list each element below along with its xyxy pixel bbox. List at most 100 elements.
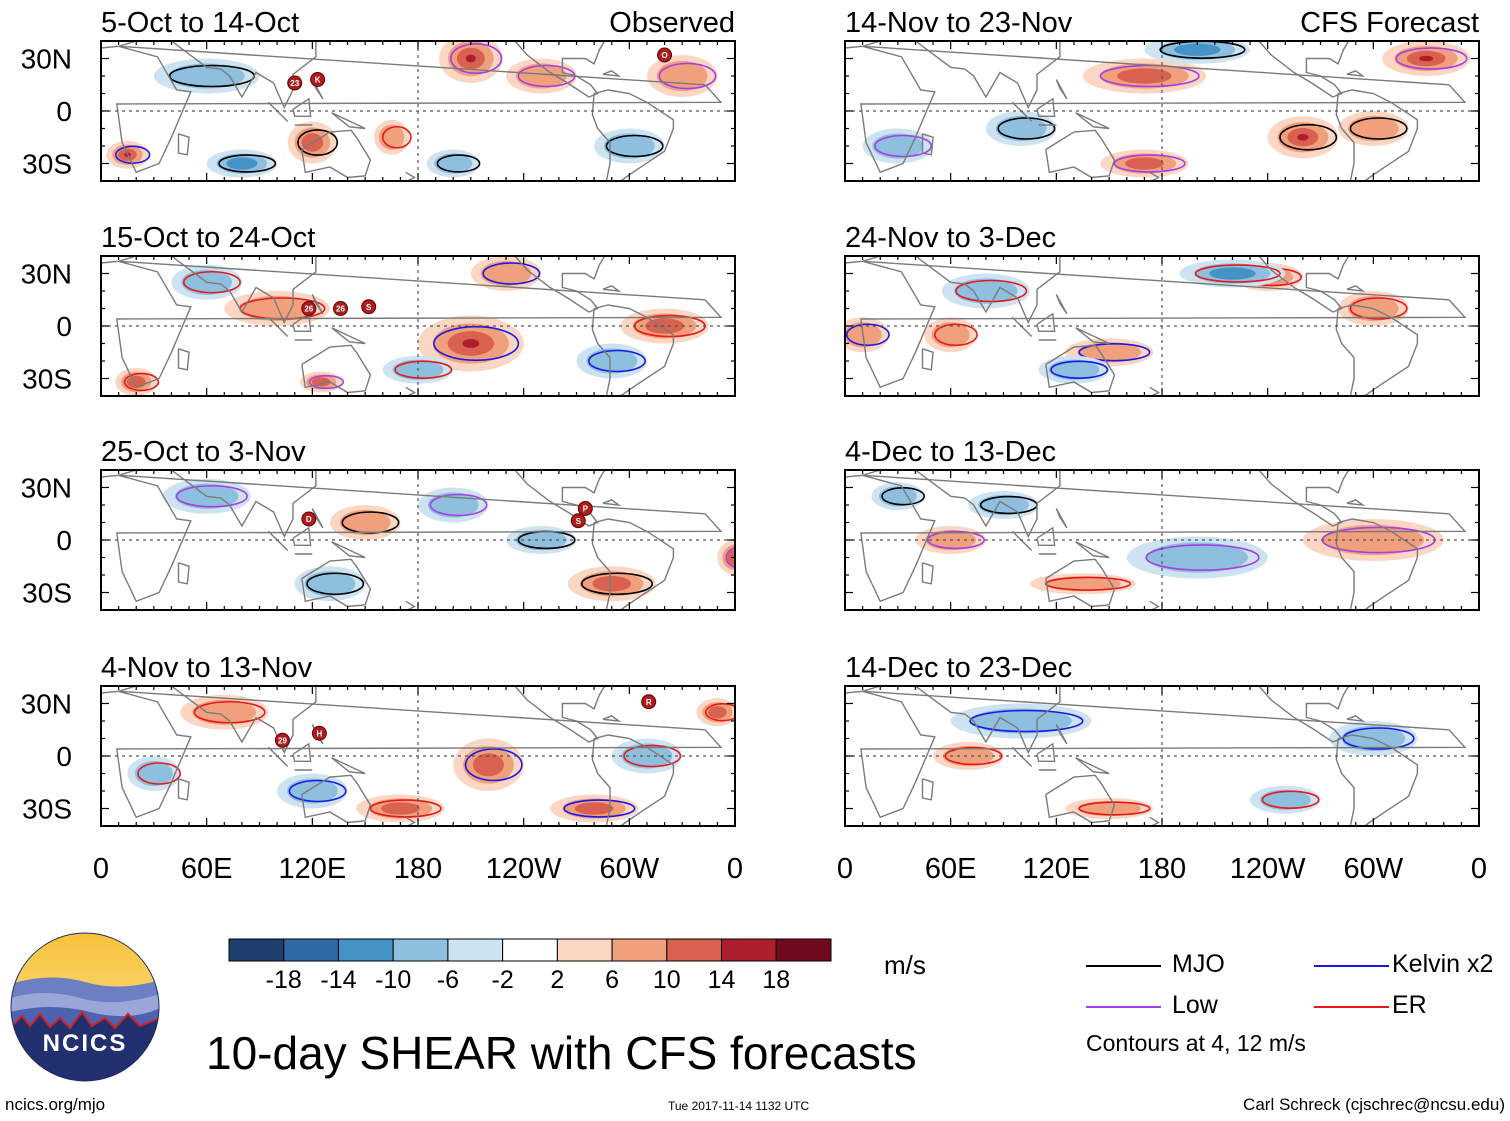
shear-blob <box>621 743 673 769</box>
colorbar-tick-label: 18 <box>762 966 790 994</box>
colorbar-tick-label: -10 <box>375 966 411 994</box>
shear-blob <box>465 54 476 63</box>
wave-contour <box>297 129 339 156</box>
wave-contour <box>845 323 890 347</box>
shear-blob <box>1044 576 1121 592</box>
coastline <box>331 541 366 559</box>
shear-blob <box>168 63 245 89</box>
x-tick-label: 0 <box>837 853 853 885</box>
coastline <box>1346 715 1366 722</box>
legend-line-kelvin <box>1314 965 1389 967</box>
coastline <box>301 558 372 608</box>
colorbar-tick-label: 6 <box>605 966 619 994</box>
coastline <box>1075 541 1110 559</box>
storm-marker: S <box>570 513 586 529</box>
coastline <box>267 101 289 122</box>
coastline <box>602 499 622 506</box>
coastline <box>331 327 366 345</box>
coastline <box>101 470 137 478</box>
footer-url: ncics.org/mjo <box>5 1095 106 1114</box>
coastlines <box>845 41 1467 181</box>
wave-contour <box>182 270 241 294</box>
coastline <box>267 746 289 767</box>
wave-contour <box>934 323 978 347</box>
wave-contour <box>563 799 636 818</box>
shear-blob <box>434 153 473 174</box>
panel-15-oct-to-24-oct: 26 26 S 15-Oct to 24-Oct 30N 0 30S <box>21 222 736 397</box>
y-tick-label: 30S <box>22 578 72 609</box>
y-tick-label: 30S <box>22 794 72 825</box>
wave-contour <box>394 360 453 379</box>
coastline <box>1258 41 1350 98</box>
wave-contour <box>429 493 488 517</box>
coastline <box>115 260 723 389</box>
coastline <box>921 348 934 371</box>
coastline <box>890 470 1061 539</box>
colorbar: -18 -14 -10 -6 -2 2 6 10 14 18 <box>228 938 832 994</box>
colorbar-swatch <box>775 938 832 962</box>
wave-contour <box>605 134 664 158</box>
coastline <box>292 742 312 762</box>
storm-marker: 26 <box>301 301 317 316</box>
coastlines <box>101 470 723 610</box>
wave-contour <box>433 325 520 362</box>
panel-4-dec-to-13-dec: 4-Dec to 13-Dec <box>844 436 1480 611</box>
storm-marker: S <box>361 299 377 315</box>
coastline <box>1045 344 1116 394</box>
wave-contour <box>464 748 523 782</box>
coastline <box>1149 816 1160 826</box>
coastline <box>845 686 881 694</box>
wave-contour <box>123 372 160 392</box>
coastline <box>1036 312 1056 332</box>
x-axis-labels-observed: 0 60E 120E 180 120W 60W 0 <box>93 853 743 885</box>
y-tick-label: 30S <box>22 149 72 180</box>
wave-contour <box>114 145 151 164</box>
x-tick-label: 0 <box>727 853 743 885</box>
wave-contour <box>926 530 985 550</box>
colorbar-swatch <box>666 938 723 962</box>
coastline <box>860 260 1467 389</box>
legend-line-mjo <box>1086 965 1161 967</box>
coastline <box>1055 724 1068 745</box>
colorbar-swatch <box>228 938 285 962</box>
x-tick-label: 0 <box>93 853 109 885</box>
colorbar-swatch <box>392 938 449 962</box>
coastline <box>1075 757 1110 775</box>
coastline <box>845 41 881 49</box>
coastline <box>1346 285 1366 292</box>
shear-blob <box>1347 115 1399 142</box>
shear-blob <box>1125 157 1164 170</box>
wave-contour <box>1145 544 1260 571</box>
storm-label: S <box>366 303 372 312</box>
coastline <box>591 518 675 610</box>
wave-contour <box>1349 117 1408 140</box>
coastline <box>115 690 723 819</box>
coastline <box>1055 79 1068 100</box>
coastline <box>1045 774 1116 824</box>
y-tick-label: 30S <box>22 364 72 395</box>
shear-blob <box>1146 542 1248 573</box>
coastline <box>115 45 723 174</box>
legend-label-er: ER <box>1392 991 1427 1019</box>
panel-title: 5-Oct to 14-Oct <box>101 7 299 39</box>
footer-timestamp: Tue 2017-11-14 1132 UTC <box>668 1099 810 1113</box>
coastline <box>921 778 934 801</box>
storm-label: S <box>576 517 582 526</box>
wave-contour <box>1078 343 1151 362</box>
x-axis-labels-forecast: 0 60E 120E 180 120W 60W 0 <box>837 853 1487 885</box>
colorbar-swatch <box>611 938 668 962</box>
shear-blob <box>1419 55 1434 62</box>
coastline <box>115 474 723 603</box>
coastline <box>301 129 372 179</box>
shear-chart: 23 K O 5-Oct to 14-Oct Observed 30N 0 30S 26 26 S 1… <box>21 7 1487 885</box>
wave-contour <box>175 484 248 508</box>
coastline <box>860 45 1467 174</box>
wave-contour <box>623 744 682 768</box>
panel-5-oct-to-14-oct: 23 K O 5-Oct to 14-Oct Observed 30N 0 30S <box>21 7 736 182</box>
wave-contour <box>1349 297 1408 320</box>
shear-blob <box>480 260 532 287</box>
legend-label-low: Low <box>1172 991 1218 1019</box>
coastline <box>146 686 317 755</box>
panel-title: 4-Nov to 13-Nov <box>101 652 313 684</box>
colorbar-swatch <box>502 938 558 962</box>
